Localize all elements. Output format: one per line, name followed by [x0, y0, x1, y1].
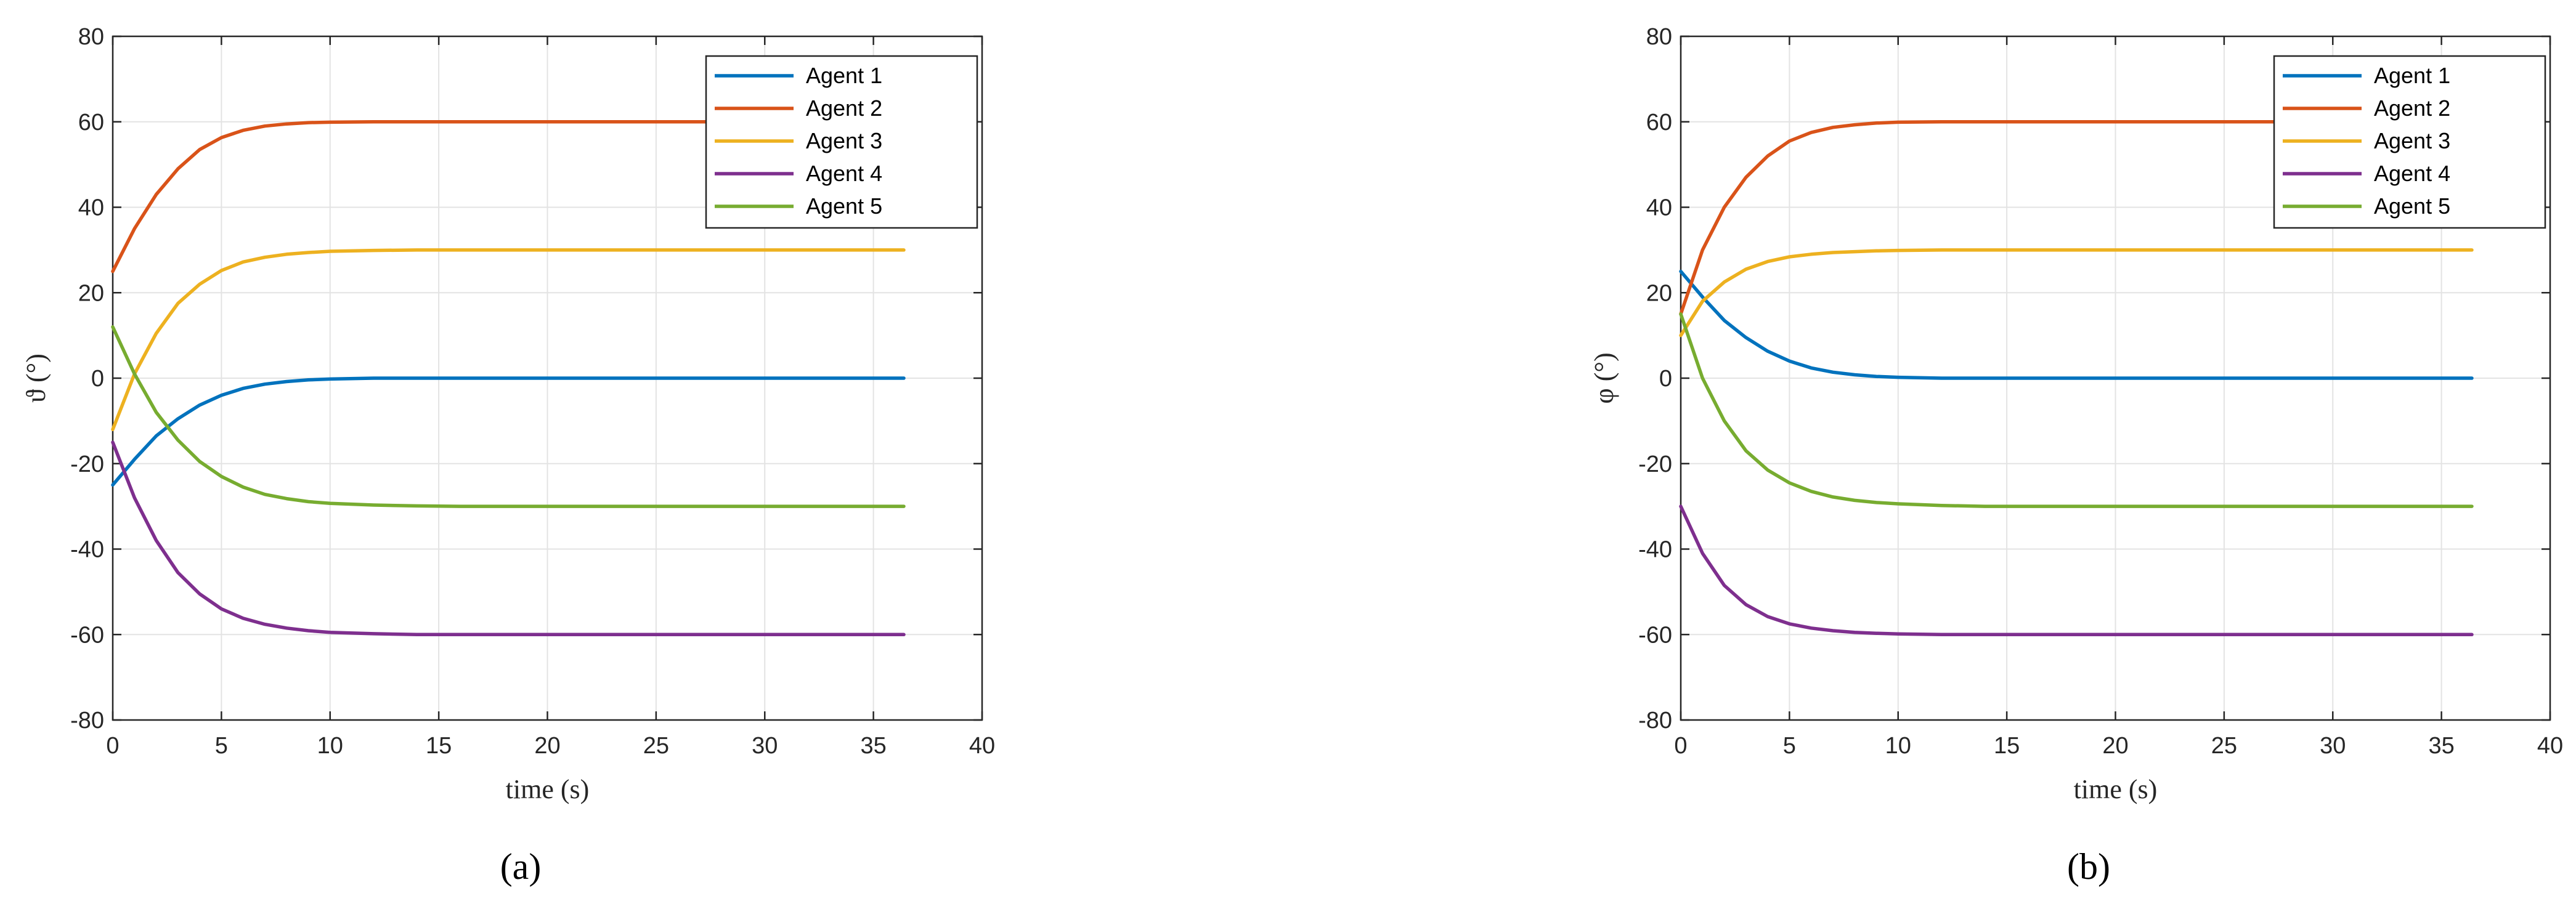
- y-tick-label: 60: [1646, 110, 1672, 135]
- x-tick-label: 40: [2537, 733, 2563, 759]
- chart-panel-b: 0 5 10 15 20 25 30 35 40 80 60 40 20 0 -20 -40 -60 -80 tim…: [1589, 24, 2563, 887]
- series-line-agent-5: [1679, 312, 2474, 508]
- legend-label-agent-5: Agent 5: [2374, 193, 2450, 219]
- x-tick-label: 20: [2102, 733, 2128, 759]
- y-tick-label: -80: [70, 708, 104, 734]
- legend: Agent 1 Agent 2 Agent 3 Agent 4 Agent 5: [705, 55, 978, 229]
- legend: Agent 1 Agent 2 Agent 3 Agent 4 Agent 5: [2273, 55, 2546, 229]
- y-tick-label: -20: [70, 451, 104, 477]
- x-axis-label: time (s): [2074, 774, 2158, 804]
- x-tick-label: 25: [643, 733, 669, 759]
- y-tick-label: -60: [70, 622, 104, 648]
- x-tick-label: 10: [1885, 733, 1911, 759]
- x-tick-label: 0: [106, 733, 119, 759]
- legend-label-agent-4: Agent 4: [806, 161, 882, 186]
- y-tick-label: -80: [1638, 708, 1672, 734]
- series-line-agent-1: [111, 376, 906, 487]
- series-line-agent-3: [111, 248, 906, 432]
- y-tick-label: -20: [1638, 451, 1672, 477]
- legend-label-agent-2: Agent 2: [2374, 95, 2450, 121]
- legend-label-agent-3: Agent 3: [2374, 128, 2450, 153]
- y-tick-label: -40: [70, 537, 104, 563]
- series-line-agent-4: [111, 440, 906, 637]
- x-tick-label: 5: [1783, 733, 1796, 759]
- x-tick-label: 35: [860, 733, 886, 759]
- legend-label-agent-3: Agent 3: [806, 128, 882, 153]
- series-line-agent-1: [1679, 269, 2474, 380]
- series-line-agent-4: [1679, 504, 2474, 637]
- x-tick-label: 35: [2428, 733, 2454, 759]
- y-tick-label: -60: [1638, 622, 1672, 648]
- y-tick-label: 20: [1646, 280, 1672, 306]
- x-tick-label: 10: [317, 733, 343, 759]
- y-tick-label: -40: [1638, 537, 1672, 563]
- series-line-agent-2: [1679, 120, 2474, 316]
- legend-label-agent-1: Agent 1: [2374, 63, 2450, 88]
- x-axis-label: time (s): [506, 774, 590, 804]
- y-tick-label: 80: [1646, 24, 1672, 50]
- panel-label: (b): [2067, 846, 2110, 887]
- legend-label-agent-1: Agent 1: [806, 63, 882, 88]
- y-tick-label: 60: [78, 110, 104, 135]
- x-tick-label: 20: [534, 733, 560, 759]
- series-line-agent-3: [1679, 248, 2474, 338]
- x-tick-label: 0: [1674, 733, 1687, 759]
- legend-label-agent-5: Agent 5: [806, 193, 882, 219]
- x-tick-label: 30: [752, 733, 778, 759]
- y-tick-label: 80: [78, 24, 104, 50]
- y-tick-label: 0: [1659, 366, 1672, 392]
- y-axis-label: ϑ (°): [21, 354, 51, 403]
- x-tick-label: 25: [2211, 733, 2237, 759]
- y-tick-label: 40: [1646, 195, 1672, 221]
- series-line-agent-2: [111, 120, 906, 273]
- chart-panel-a: 0 5 10 15 20 25 30 35 40 80 60 40 20 0 -20 -40 -60 -80 tim…: [21, 24, 995, 887]
- y-tick-label: 40: [78, 195, 104, 221]
- x-tick-label: 5: [215, 733, 228, 759]
- series-line-agent-5: [111, 325, 906, 508]
- y-axis-label: φ (°): [1589, 352, 1619, 403]
- y-tick-label: 20: [78, 280, 104, 306]
- x-tick-label: 15: [1994, 733, 2020, 759]
- legend-label-agent-4: Agent 4: [2374, 161, 2450, 186]
- x-tick-label: 40: [969, 733, 995, 759]
- x-tick-label: 15: [426, 733, 452, 759]
- panel-label: (a): [500, 846, 542, 887]
- x-tick-label: 30: [2320, 733, 2346, 759]
- y-tick-label: 0: [91, 366, 104, 392]
- legend-label-agent-2: Agent 2: [806, 95, 882, 121]
